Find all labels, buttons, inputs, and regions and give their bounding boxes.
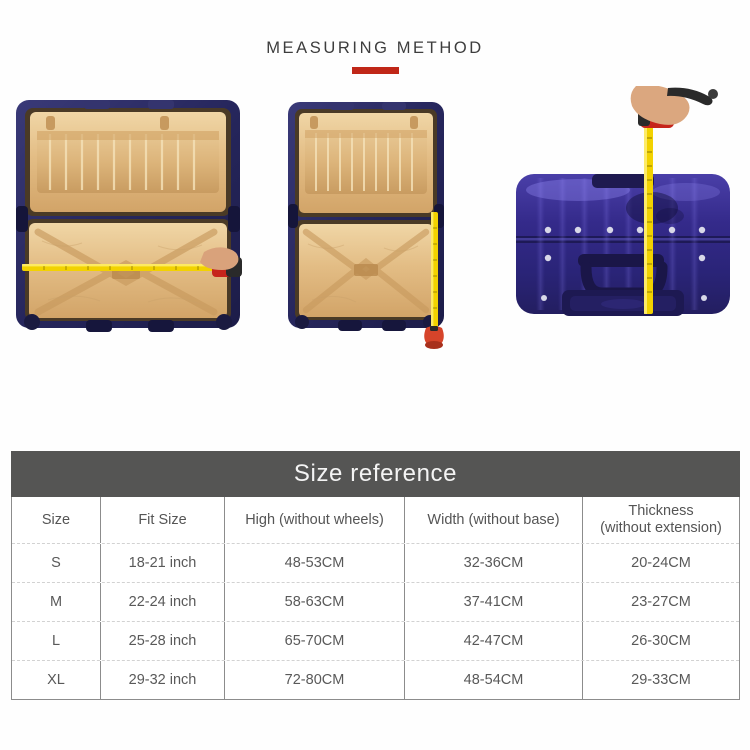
suitcase-height-photo bbox=[500, 86, 746, 336]
size-reference-banner: Size reference bbox=[11, 451, 740, 497]
cell-thickness: 26-30CM bbox=[582, 622, 739, 660]
table-row: S 18-21 inch 48-53CM 32-36CM 20-24CM bbox=[12, 543, 739, 582]
cell-width: 32-36CM bbox=[404, 544, 582, 582]
table-header-row: Size Fit Size High (without wheels) Widt… bbox=[12, 497, 739, 543]
cell-thickness: 20-24CM bbox=[582, 544, 739, 582]
measuring-photo-strip bbox=[0, 86, 750, 351]
cell-width: 42-47CM bbox=[404, 622, 582, 660]
cell-size: XL bbox=[47, 671, 65, 688]
cell-fit-size: 22-24 inch bbox=[100, 583, 224, 621]
header-cell-high: High (without wheels) bbox=[224, 497, 404, 543]
cell-size: M bbox=[49, 593, 63, 610]
header-cell-thickness: Thickness (without extension) bbox=[582, 497, 739, 543]
header-cell-size: Size bbox=[41, 511, 71, 528]
title-underline-bar bbox=[351, 67, 399, 74]
suitcase-width-photo bbox=[8, 86, 248, 338]
cell-width: 37-41CM bbox=[404, 583, 582, 621]
header-thickness-line1: Thickness bbox=[628, 503, 694, 519]
table-row: XL 29-32 inch 72-80CM 48-54CM 29-33CM bbox=[12, 660, 739, 699]
page-title: MEASURING METHOD bbox=[266, 39, 484, 57]
measuring-method-heading: MEASURING METHOD bbox=[0, 38, 750, 74]
table-row: M 22-24 inch 58-63CM 37-41CM 23-27CM bbox=[12, 582, 739, 621]
cell-fit-size: 18-21 inch bbox=[100, 544, 224, 582]
header-cell-fit-size: Fit Size bbox=[100, 497, 224, 543]
cell-high: 65-70CM bbox=[224, 622, 404, 660]
cell-fit-size: 29-32 inch bbox=[100, 661, 224, 699]
cell-fit-size: 25-28 inch bbox=[100, 622, 224, 660]
cell-width: 48-54CM bbox=[404, 661, 582, 699]
size-reference-title: Size reference bbox=[293, 460, 458, 487]
size-table-body: Size Fit Size High (without wheels) Widt… bbox=[11, 497, 740, 700]
cell-high: 72-80CM bbox=[224, 661, 404, 699]
size-reference-table: Size reference Size Fit Size High (witho… bbox=[11, 451, 740, 700]
cell-thickness: 29-33CM bbox=[582, 661, 739, 699]
header-thickness-line2: (without extension) bbox=[600, 520, 722, 536]
cell-size: L bbox=[51, 632, 61, 649]
table-row: L 25-28 inch 65-70CM 42-47CM 26-30CM bbox=[12, 621, 739, 660]
cell-size: S bbox=[51, 554, 61, 571]
cell-high: 48-53CM bbox=[224, 544, 404, 582]
suitcase-depth-photo bbox=[266, 86, 466, 351]
header-cell-width: Width (without base) bbox=[404, 497, 582, 543]
cell-high: 58-63CM bbox=[224, 583, 404, 621]
cell-thickness: 23-27CM bbox=[582, 583, 739, 621]
